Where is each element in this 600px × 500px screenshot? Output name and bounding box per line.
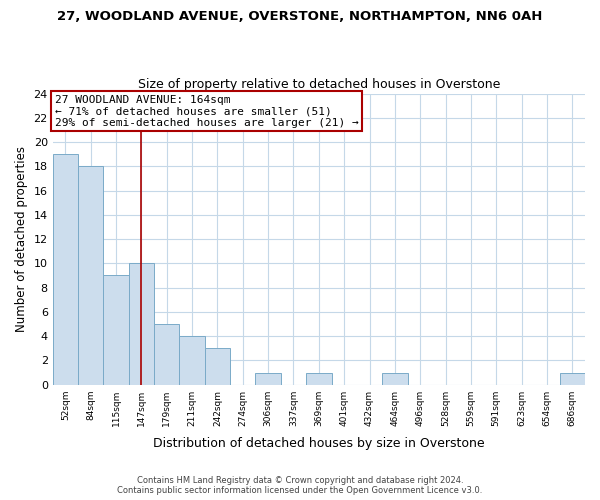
Text: 27 WOODLAND AVENUE: 164sqm
← 71% of detached houses are smaller (51)
29% of semi: 27 WOODLAND AVENUE: 164sqm ← 71% of deta… xyxy=(55,95,358,128)
Bar xyxy=(154,324,179,384)
Bar xyxy=(179,336,205,384)
Bar xyxy=(560,372,585,384)
Title: Size of property relative to detached houses in Overstone: Size of property relative to detached ho… xyxy=(137,78,500,91)
Bar xyxy=(382,372,407,384)
Bar xyxy=(205,348,230,384)
Bar xyxy=(129,264,154,384)
Y-axis label: Number of detached properties: Number of detached properties xyxy=(15,146,28,332)
Text: Contains HM Land Registry data © Crown copyright and database right 2024.
Contai: Contains HM Land Registry data © Crown c… xyxy=(118,476,482,495)
Bar xyxy=(306,372,332,384)
Bar xyxy=(256,372,281,384)
Bar xyxy=(53,154,78,384)
Bar xyxy=(78,166,103,384)
X-axis label: Distribution of detached houses by size in Overstone: Distribution of detached houses by size … xyxy=(153,437,485,450)
Bar xyxy=(103,276,129,384)
Text: 27, WOODLAND AVENUE, OVERSTONE, NORTHAMPTON, NN6 0AH: 27, WOODLAND AVENUE, OVERSTONE, NORTHAMP… xyxy=(58,10,542,23)
